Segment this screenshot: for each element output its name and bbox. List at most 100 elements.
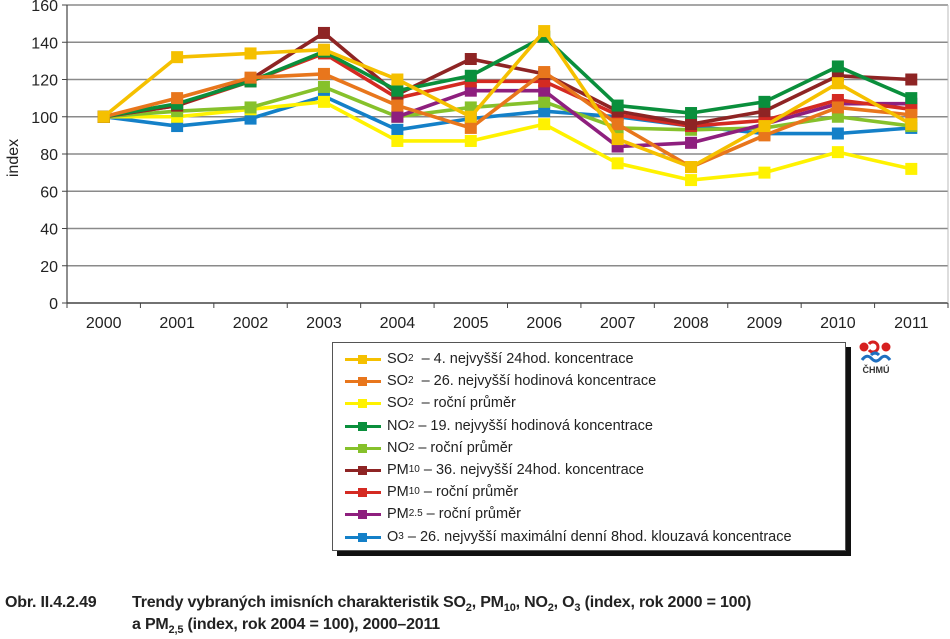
legend-label: PM xyxy=(387,484,409,501)
legend-label-rest: – roční průměr xyxy=(422,506,521,523)
data-point xyxy=(391,84,404,97)
data-point xyxy=(831,127,844,140)
y-tick-label: 120 xyxy=(31,73,58,90)
figure-caption: Obr. II.4.2.49 Trendy vybraných imisních … xyxy=(5,592,751,636)
data-point xyxy=(758,95,771,108)
legend-label: NO xyxy=(387,417,409,434)
data-point xyxy=(464,110,477,123)
legend-label-rest: – 36. nejvyšší 24hod. koncentrace xyxy=(419,462,644,479)
data-point xyxy=(685,161,698,174)
figure-number: Obr. II.4.2.49 xyxy=(5,594,97,611)
y-tick-label: 100 xyxy=(31,110,58,127)
data-point xyxy=(538,66,551,79)
legend-label: O xyxy=(387,528,399,545)
data-point xyxy=(905,92,918,105)
caption-text: , NO xyxy=(515,594,548,611)
data-point xyxy=(685,136,698,149)
data-point xyxy=(171,120,184,133)
y-tick-label: 40 xyxy=(40,222,58,239)
data-point xyxy=(685,107,698,120)
x-tick-label: 2011 xyxy=(894,315,929,332)
caption-text: Trendy vybraných imisních charakteristik… xyxy=(132,594,466,611)
legend-label: SO xyxy=(387,373,408,390)
legend-item: NO 2 – 19. nejvyšší hodinová koncentrace xyxy=(345,415,845,437)
caption-sub: 2,5 xyxy=(168,624,184,636)
series-line xyxy=(102,29,913,169)
x-tick-label: 2003 xyxy=(306,315,342,332)
data-point xyxy=(317,26,330,39)
legend-swatch xyxy=(345,464,381,476)
data-point xyxy=(464,84,477,97)
legend-label-rest: – 19. nejvyšší hodinová koncentrace xyxy=(414,417,653,434)
x-tick-label: 2005 xyxy=(453,315,489,332)
data-point xyxy=(831,110,844,123)
series-line xyxy=(103,85,912,132)
legend-swatch xyxy=(345,397,381,409)
y-tick-label: 160 xyxy=(31,0,58,15)
data-point xyxy=(464,69,477,82)
data-point xyxy=(464,101,477,114)
data-point xyxy=(758,120,771,133)
data-point xyxy=(758,105,771,118)
data-point xyxy=(464,134,477,147)
legend-swatch xyxy=(345,508,381,520)
legend-item: SO 2 – 4. nejvyšší 24hod. koncentrace xyxy=(345,348,845,370)
data-point xyxy=(391,73,404,86)
y-axis-label: index xyxy=(5,139,22,177)
legend-item: NO 2 – roční průměr xyxy=(345,437,845,459)
legend-swatch xyxy=(345,420,381,432)
data-point xyxy=(317,80,330,93)
legend-label-rest: – 4. nejvyšší 24hod. koncentrace xyxy=(413,351,634,368)
x-tick-label: 2010 xyxy=(820,315,856,332)
caption-text: a PM xyxy=(132,616,169,633)
data-point xyxy=(831,60,844,73)
series-line xyxy=(103,100,912,182)
data-point xyxy=(391,99,404,112)
legend-label-rest: – 26. nejvyšší maximální denní 8hod. klo… xyxy=(403,528,792,545)
legend-label-rest: – roční průměr xyxy=(419,484,519,501)
legend-swatch xyxy=(345,531,381,543)
data-point xyxy=(171,51,184,64)
x-axis-ticks: 2000 2001 2002 2003 2004 2005 2006 2007 2008 2009… xyxy=(66,303,949,332)
y-tick-label: 20 xyxy=(40,259,58,276)
x-tick-label: 2001 xyxy=(159,315,195,332)
data-point xyxy=(611,118,624,131)
data-point xyxy=(317,43,330,56)
data-point xyxy=(758,166,771,179)
caption-text: , O xyxy=(553,594,575,611)
data-point xyxy=(538,105,551,118)
legend-item: PM 10 – roční průměr xyxy=(345,481,845,503)
x-tick-label: 2000 xyxy=(86,315,122,332)
legend-label: SO xyxy=(387,395,408,412)
data-point xyxy=(905,162,918,175)
caption-sub: 10 xyxy=(503,602,516,614)
x-tick-label: 2008 xyxy=(673,315,709,332)
x-tick-label: 2002 xyxy=(233,315,269,332)
data-point xyxy=(831,77,844,90)
data-point xyxy=(538,84,551,97)
data-point xyxy=(464,53,477,66)
legend-swatch xyxy=(345,442,381,454)
data-point xyxy=(538,95,551,108)
y-tick-label: 60 xyxy=(40,184,58,201)
legend-label-rest: – roční průměr xyxy=(413,395,516,412)
data-point xyxy=(391,123,404,136)
data-point xyxy=(758,129,771,142)
data-point xyxy=(391,110,404,123)
legend-swatch xyxy=(345,486,381,498)
data-point xyxy=(464,121,477,134)
legend-label: NO xyxy=(387,439,409,456)
legend-swatch xyxy=(345,353,381,365)
data-point xyxy=(905,118,918,131)
data-point xyxy=(611,99,624,112)
series-0 xyxy=(97,25,918,174)
data-point xyxy=(905,73,918,86)
data-point xyxy=(905,108,918,121)
grid-lines xyxy=(66,4,949,304)
x-tick-label: 2009 xyxy=(747,315,783,332)
legend-item: SO 2 – 26. nejvyšší hodinová koncentrace xyxy=(345,370,845,392)
data-point xyxy=(538,118,551,131)
x-tick-label: 2006 xyxy=(526,315,562,332)
data-point xyxy=(244,71,257,84)
